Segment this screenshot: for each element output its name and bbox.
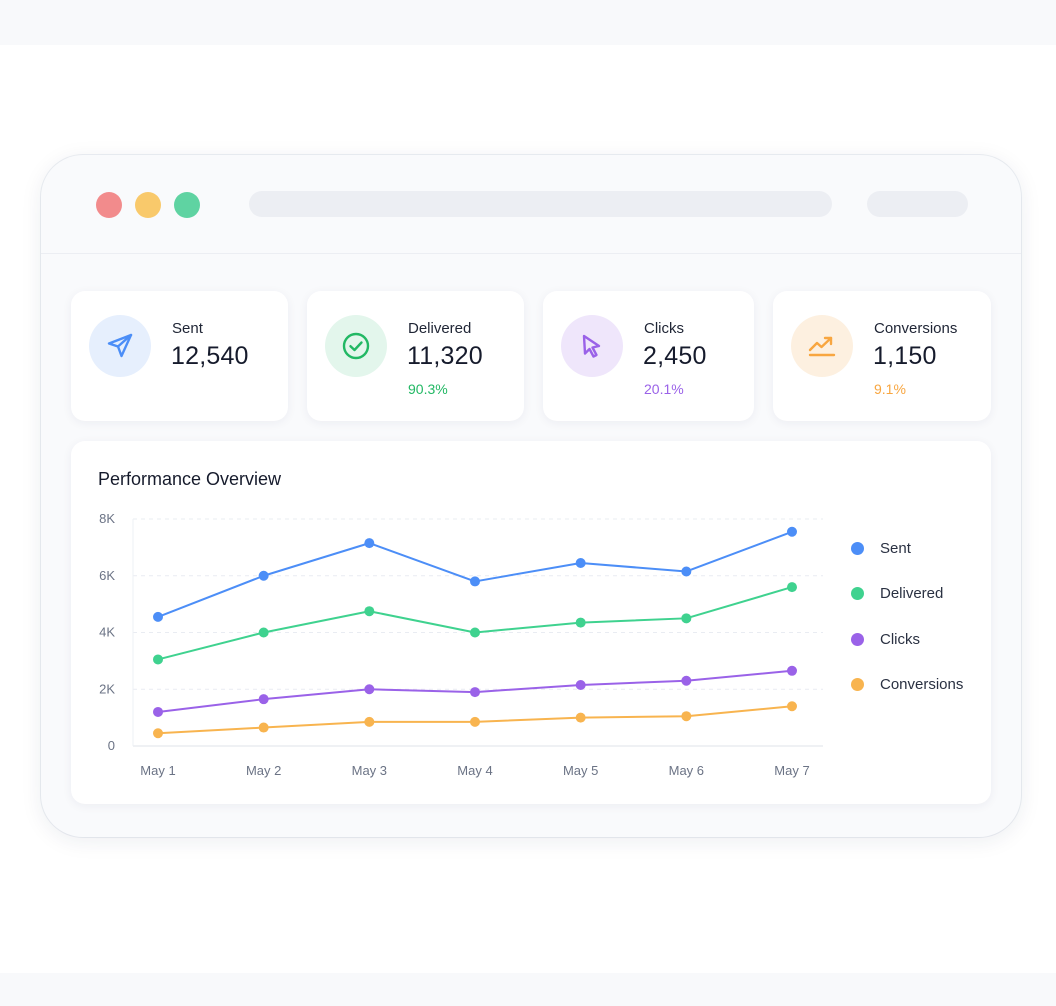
- data-point-delivered[interactable]: [681, 613, 692, 624]
- minimize-window-button[interactable]: [135, 192, 161, 218]
- series-line-delivered: [157, 586, 793, 661]
- data-point-conversions[interactable]: [364, 716, 375, 727]
- x-tick-label: May 3: [352, 763, 387, 778]
- stat-label: Conversions: [874, 320, 958, 337]
- legend-label: Sent: [880, 539, 911, 557]
- legend-label: Clicks: [880, 630, 920, 648]
- data-point-sent[interactable]: [787, 526, 797, 537]
- trending-up-icon: [791, 315, 853, 377]
- legend-item-sent[interactable]: Sent: [851, 538, 911, 558]
- x-tick-label: May 1: [140, 763, 175, 778]
- stat-value: 12,540: [171, 342, 249, 370]
- performance-panel: Performance Overview 0 2K 4K 6K 8K May 1 May 2…: [71, 441, 991, 804]
- check-circle-icon: [325, 315, 387, 377]
- data-point-sent[interactable]: [364, 538, 375, 549]
- data-point-delivered[interactable]: [153, 654, 163, 665]
- data-point-clicks[interactable]: [575, 679, 586, 690]
- stat-percentage: 9.1%: [874, 381, 906, 397]
- toolbar-action-button[interactable]: [867, 191, 968, 217]
- y-tick-label: 2K: [99, 681, 115, 696]
- stat-label: Sent: [172, 320, 203, 337]
- data-point-sent[interactable]: [258, 570, 269, 581]
- data-point-delivered[interactable]: [787, 582, 797, 593]
- legend-label: Conversions: [880, 675, 964, 693]
- data-point-conversions[interactable]: [787, 701, 797, 712]
- data-point-conversions[interactable]: [470, 716, 480, 727]
- top-background-band: [0, 0, 1056, 45]
- y-tick-label: 4K: [99, 625, 115, 640]
- line-chart: 0 2K 4K 6K 8K May 1 May 2 May 3 May 4 May 5 May 6 M…: [99, 511, 823, 778]
- cursor-arrow-icon: [561, 315, 623, 377]
- data-point-delivered[interactable]: [364, 606, 375, 617]
- legend-marker: [851, 541, 864, 555]
- data-point-clicks[interactable]: [364, 684, 375, 695]
- data-point-conversions[interactable]: [681, 711, 692, 722]
- stat-value: 2,450: [643, 342, 707, 370]
- browser-window: Sent 12,540 Delivered 11,320 90.3% Click…: [41, 155, 1021, 837]
- data-point-delivered[interactable]: [470, 627, 480, 638]
- data-point-clicks[interactable]: [681, 675, 692, 686]
- data-point-sent[interactable]: [470, 576, 480, 587]
- stat-card-clicks: Clicks 2,450 20.1%: [543, 291, 754, 421]
- legend-item-conversions[interactable]: Conversions: [851, 674, 963, 694]
- data-point-clicks[interactable]: [258, 694, 269, 705]
- stat-value: 1,150: [873, 342, 937, 370]
- legend-marker: [851, 632, 864, 646]
- maximize-window-button[interactable]: [174, 192, 200, 218]
- data-point-delivered[interactable]: [258, 627, 269, 638]
- stat-label: Delivered: [408, 320, 472, 337]
- stat-card-conversions: Conversions 1,150 9.1%: [773, 291, 991, 421]
- stat-value: 11,320: [407, 342, 483, 370]
- x-tick-label: May 6: [669, 763, 704, 778]
- y-tick-label: 6K: [99, 568, 115, 583]
- data-point-sent[interactable]: [575, 557, 586, 568]
- bottom-background-band: [0, 973, 1056, 1006]
- window-titlebar: [41, 155, 1021, 254]
- close-window-button[interactable]: [96, 192, 122, 218]
- legend-marker: [851, 586, 864, 600]
- data-point-delivered[interactable]: [575, 617, 586, 628]
- paper-plane-icon: [89, 315, 151, 377]
- stat-percentage: 90.3%: [408, 381, 448, 397]
- y-tick-label: 0: [108, 738, 115, 753]
- data-point-clicks[interactable]: [470, 687, 480, 698]
- data-point-conversions[interactable]: [258, 722, 269, 733]
- stat-label: Clicks: [644, 320, 684, 337]
- x-tick-label: May 2: [246, 763, 281, 778]
- data-point-conversions[interactable]: [153, 728, 163, 739]
- x-tick-label: May 4: [457, 763, 492, 778]
- data-point-clicks[interactable]: [787, 665, 797, 676]
- stat-card-delivered: Delivered 11,320 90.3%: [307, 291, 524, 421]
- data-point-conversions[interactable]: [575, 712, 586, 723]
- stat-percentage: 20.1%: [644, 381, 684, 397]
- x-tick-label: May 7: [774, 763, 809, 778]
- stat-card-sent: Sent 12,540: [71, 291, 288, 421]
- legend-label: Delivered: [880, 584, 944, 602]
- legend-marker: [851, 677, 864, 691]
- address-bar[interactable]: [249, 191, 832, 217]
- y-tick-label: 8K: [99, 511, 115, 526]
- data-point-sent[interactable]: [681, 566, 692, 577]
- data-point-clicks[interactable]: [153, 706, 163, 717]
- chart-title: Performance Overview: [98, 469, 282, 489]
- legend-item-clicks[interactable]: Clicks: [851, 629, 920, 649]
- data-point-sent[interactable]: [153, 611, 163, 622]
- legend-item-delivered[interactable]: Delivered: [851, 583, 943, 603]
- series-line-sent: [157, 530, 793, 618]
- x-tick-label: May 5: [563, 763, 598, 778]
